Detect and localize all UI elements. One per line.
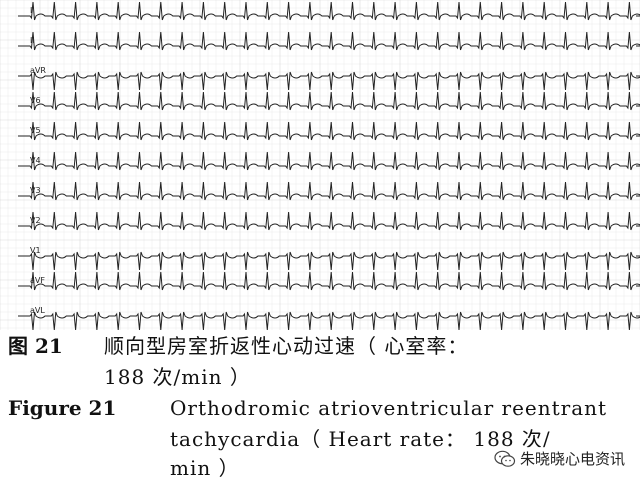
lead-label-v1: V1 [30,246,41,255]
ecg-trace-i [18,1,640,21]
wechat-icon [494,450,516,467]
watermark: 朱晓晓心电资讯 [490,447,628,470]
lead-label-v6: V6 [30,96,41,105]
caption-cn-label: 图 21 [8,334,63,358]
caption-en-label: Figure 21 [8,396,117,420]
lead-label-avr: aVR [30,66,46,75]
caption-cn-text: 顺向型房室折返性心动过速（ 心室率： [104,334,469,358]
ecg-trace-avl [18,311,640,330]
lead-label-avf: aVF [30,276,45,285]
lead-label-ii: II [30,36,35,45]
caption-cn-text-cont: 188 次/min ） [104,365,251,389]
ecg-trace-avf [18,271,640,291]
lead-label-i: I [30,6,32,15]
ecg-trace-v1 [18,251,640,271]
lead-label-v2: V2 [30,216,41,225]
ecg-trace-v4 [18,151,640,171]
lead-label-v3: V3 [30,186,41,195]
caption-en-text: Orthodromic atrioventricular reentrant [170,396,608,420]
ecg-grid [0,0,640,330]
lead-label-v5: V5 [30,126,41,135]
ecg-trace-ii [18,31,640,51]
figure-caption: 图 21 顺向型房室折返性心动过速（ 心室率： 188 次/min ） Figu… [0,332,640,480]
ecg-trace-v6 [18,91,640,111]
caption-en-text-cont: tachycardia（ Heart rate： 188 次/ [170,427,551,451]
lead-label-v4: V4 [30,156,41,165]
ecg-trace-v3 [18,181,640,201]
ecg-trace-v2 [18,211,640,231]
caption-en-text-end: min ） [170,456,240,480]
ecg-trace-avr [18,71,640,91]
ecg-trace-v5 [18,121,640,141]
lead-label-avl: aVL [30,306,45,315]
watermark-text: 朱晓晓心电资讯 [519,450,625,468]
